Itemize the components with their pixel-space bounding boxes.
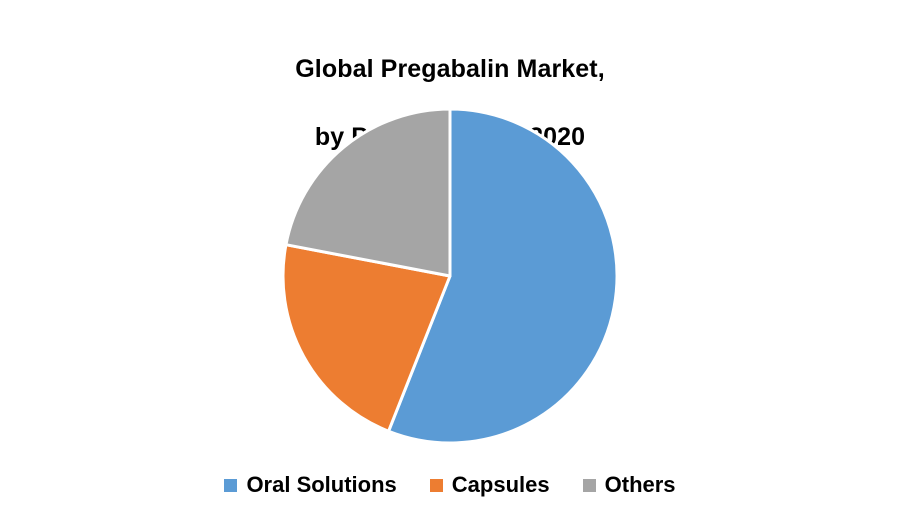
pie-slice-oral-solutions[interactable] xyxy=(387,107,619,445)
chart-title-line-1: Global Pregabalin Market, xyxy=(295,55,605,83)
legend-item-oral-solutions[interactable]: Oral Solutions xyxy=(224,472,397,497)
legend-item-others[interactable]: Others xyxy=(582,472,676,497)
legend-label-capsules: Capsules xyxy=(451,472,550,497)
pie-slice-capsules[interactable] xyxy=(281,243,452,433)
legend-label-oral-solutions: Oral Solutions xyxy=(246,472,397,497)
pie-plot-area xyxy=(281,107,619,445)
legend-swatch-oral-solutions xyxy=(224,478,238,492)
legend-swatch-capsules xyxy=(429,478,443,492)
pie-slice-group xyxy=(281,107,619,445)
legend-label-others: Others xyxy=(604,472,676,497)
pie-slice-others[interactable] xyxy=(284,107,452,278)
chart-legend: Oral Solutions Capsules Others xyxy=(0,473,900,497)
legend-item-capsules[interactable]: Capsules xyxy=(429,472,550,497)
pie-svg xyxy=(281,107,619,445)
legend-swatch-others xyxy=(582,478,596,492)
